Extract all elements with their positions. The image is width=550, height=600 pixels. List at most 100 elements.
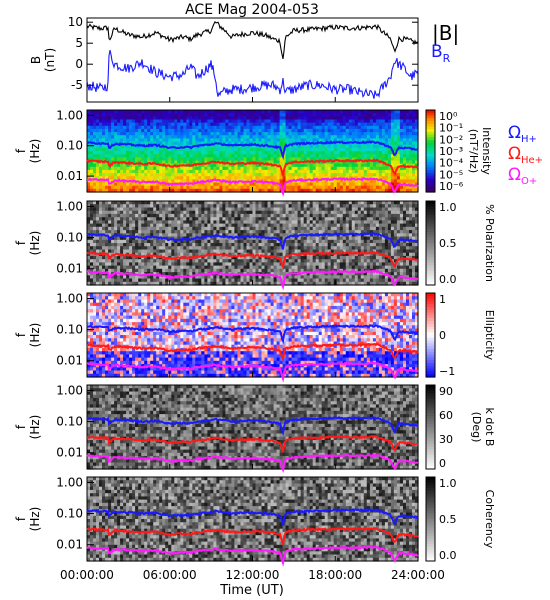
- heatmap-cell: [324, 160, 329, 165]
- heatmap-cell: [381, 125, 386, 130]
- heatmap-cell: [228, 169, 232, 174]
- heatmap-cell: [261, 154, 266, 158]
- heatmap-cell: [222, 154, 226, 158]
- heatmap-cell: [105, 122, 109, 127]
- heatmap-cell: [120, 122, 124, 127]
- heatmap-cell: [270, 138, 275, 143]
- heatmap-cell: [315, 173, 320, 177]
- heatmap-cell: [96, 116, 100, 121]
- heatmap-cell: [409, 135, 413, 139]
- heatmap-cell: [243, 116, 248, 121]
- heatmap-cell: [99, 243, 103, 247]
- heatmap-cell: [234, 163, 238, 168]
- heatmap-cell: [276, 166, 281, 171]
- heatmap-cell: [147, 119, 151, 124]
- heatmap-cell: [111, 259, 115, 263]
- heatmap-cell: [412, 119, 416, 124]
- heatmap-cell: [264, 144, 269, 149]
- heatmap-cell: [174, 116, 178, 121]
- heatmap-cell: [114, 157, 118, 162]
- heatmap-cell: [309, 185, 314, 190]
- heatmap-cell: [162, 151, 166, 155]
- heatmap-cell: [351, 151, 356, 155]
- heatmap-cell: [330, 138, 335, 143]
- heatmap-cell: [111, 281, 115, 286]
- heatmap-cell: [141, 160, 145, 165]
- heatmap-cell: [366, 119, 371, 124]
- heatmap-cell: [213, 188, 217, 193]
- heatmap-cell: [177, 110, 181, 114]
- heatmap-cell: [90, 252, 94, 257]
- heatmap-cell: [96, 210, 100, 215]
- heatmap-cell: [162, 119, 166, 124]
- heatmap-cell: [141, 119, 145, 124]
- heatmap-cell: [198, 176, 202, 180]
- heatmap-cell: [132, 166, 136, 171]
- heatmap-cell: [267, 119, 272, 124]
- heatmap-cell: [150, 132, 154, 136]
- heatmap-cell: [129, 182, 133, 187]
- heatmap-cell: [409, 125, 413, 130]
- heatmap-cell: [297, 138, 302, 143]
- heatmap-cell: [246, 157, 251, 162]
- heatmap-cell: [183, 132, 187, 136]
- heatmap-cell: [381, 169, 386, 174]
- heatmap-cell: [186, 151, 190, 155]
- heatmap-cell: [96, 144, 100, 149]
- heatmap-cell: [96, 135, 100, 139]
- heatmap-cell: [135, 278, 139, 283]
- heatmap-cell: [96, 128, 100, 133]
- heatmap-cell: [168, 173, 172, 177]
- heatmap-cell: [415, 128, 419, 133]
- heatmap-cell: [270, 110, 275, 114]
- heatmap-cell: [159, 122, 163, 127]
- heatmap-cell: [339, 157, 344, 162]
- heatmap-cell: [96, 138, 100, 143]
- heatmap-cell: [129, 185, 133, 190]
- heatmap-cell: [261, 185, 266, 190]
- heatmap-cell: [360, 185, 365, 190]
- heatmap-cell: [171, 138, 175, 143]
- heatmap-cell: [96, 119, 100, 124]
- heatmap-cell: [189, 147, 193, 152]
- heatmap-cell: [99, 262, 103, 267]
- heatmap-cell: [285, 166, 290, 171]
- heatmap-cell: [258, 176, 263, 180]
- heatmap-cell: [93, 265, 97, 270]
- heatmap-cell: [369, 160, 374, 165]
- heatmap-cell: [192, 113, 196, 117]
- heatmap-cell: [144, 169, 148, 174]
- heatmap-cell: [93, 128, 97, 133]
- heatmap-cell: [291, 157, 296, 162]
- heatmap-cell: [141, 154, 145, 158]
- heatmap-cell: [99, 275, 103, 280]
- heatmap-cell: [87, 166, 91, 171]
- heatmap-cell: [129, 249, 133, 254]
- heatmap-cell: [273, 173, 278, 177]
- heatmap-cell: [144, 166, 148, 171]
- heatmap-cell: [96, 255, 100, 260]
- heatmap-cell: [243, 188, 248, 193]
- heatmap-cell: [357, 160, 362, 165]
- heatmap-cell: [378, 173, 383, 177]
- heatmap-cell: [108, 281, 112, 286]
- heatmap-cell: [366, 188, 371, 193]
- heatmap-cell: [369, 169, 374, 174]
- heatmap-cell: [375, 144, 380, 149]
- colorbar-cell: [426, 170, 435, 174]
- heatmap-cell: [249, 128, 254, 133]
- heatmap-cell: [294, 144, 299, 149]
- heatmap-cell: [342, 173, 347, 177]
- heatmap-cell: [213, 169, 217, 174]
- heatmap-cell: [255, 113, 260, 117]
- heatmap-cell: [288, 176, 293, 180]
- heatmap-cell: [153, 188, 157, 193]
- heatmap-cell: [246, 128, 251, 133]
- heatmap-cell: [192, 160, 196, 165]
- heatmap-cell: [99, 166, 103, 171]
- heatmap-cell: [114, 204, 118, 208]
- heatmap-cell: [336, 122, 341, 127]
- heatmap-cell: [288, 144, 293, 149]
- heatmap-cell: [225, 128, 229, 133]
- heatmap-cell: [111, 157, 115, 162]
